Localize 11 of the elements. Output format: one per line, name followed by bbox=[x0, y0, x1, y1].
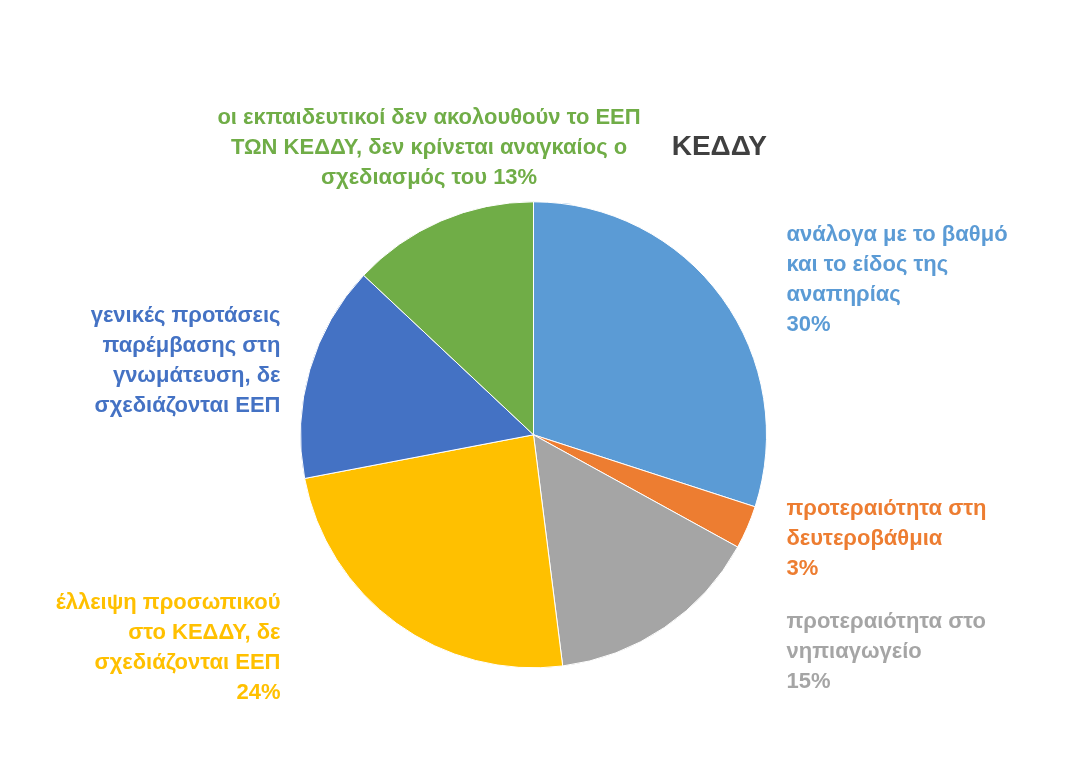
data-label: 30% bbox=[786, 311, 831, 337]
slice-label: οι εκπαιδευτικοί δεν ακολουθούν το ΕΕΠ ΤΩΝ ΚΕΔΔΥ, δεν κρίνεται αναγκαίος ο σχεδιασμός του 13% bbox=[217, 104, 641, 190]
slice-label: γενικές προτάσεις παρέμβασης στη γνωμάτευση, δε σχεδιάζονται ΕΕΠ bbox=[90, 302, 282, 418]
slice-label: προτεραιότητα στο νηπιαγωγείο bbox=[786, 608, 986, 664]
slice-label: προτεραιότητα στη δευτεροβάθμια bbox=[786, 495, 987, 551]
data-label: 24% bbox=[236, 678, 281, 704]
slice-label: έλλειψη προσωπικού στο ΚΕΔΔΥ, δε σχεδιάζονται ΕΕΠ bbox=[55, 588, 282, 674]
text: ΚΕΔΔΥ bbox=[671, 129, 768, 161]
data-label: 3% bbox=[786, 555, 819, 581]
slice-label: ανάλογα με το βαθμό και το είδος της αναπηρίας bbox=[786, 221, 1008, 307]
data-label: 15% bbox=[786, 668, 831, 694]
